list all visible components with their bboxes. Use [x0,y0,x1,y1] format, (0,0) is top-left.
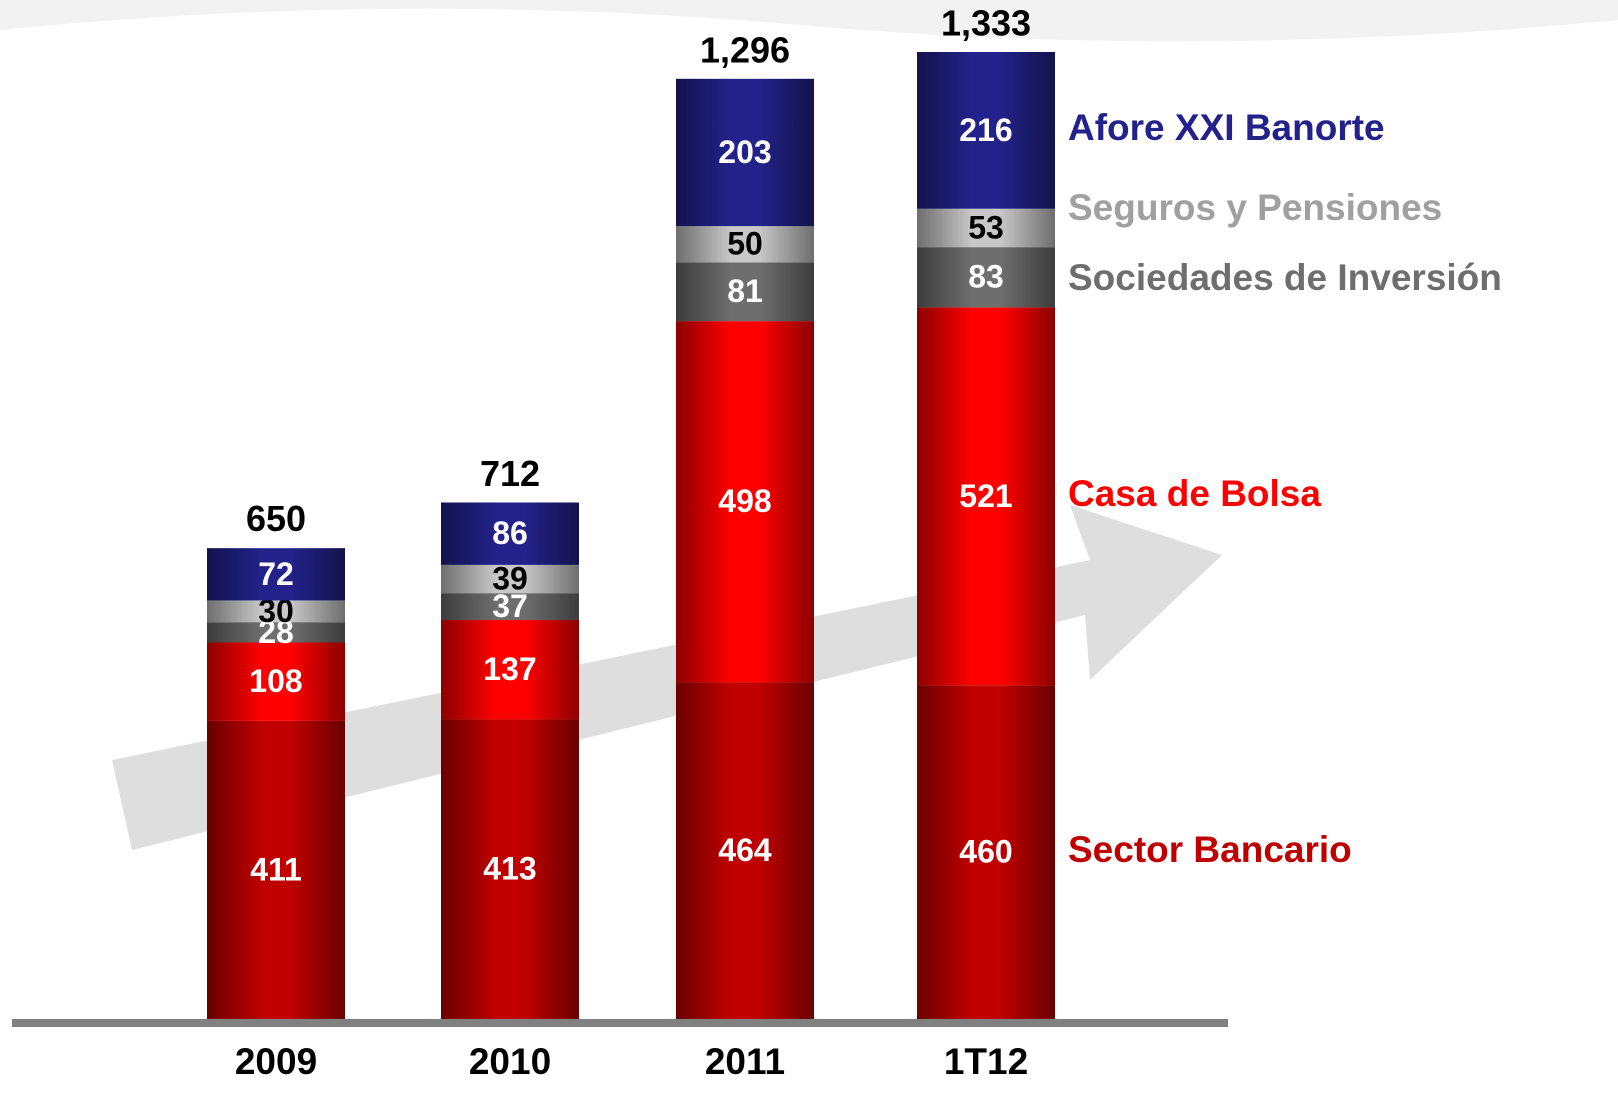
data-label: 411 [250,851,302,887]
bar-shade [207,642,345,721]
data-label: 137 [483,651,536,687]
data-label: 37 [492,588,528,624]
data-label: 464 [718,832,772,868]
bar-shade [917,685,1055,1019]
bar-shade [441,719,579,1019]
data-label: 216 [959,112,1012,148]
data-label: 203 [718,134,771,170]
bar-shade [676,321,814,683]
x-tick-label: 2011 [705,1041,785,1082]
x-tick-label: 2010 [469,1041,551,1082]
bar-shade [441,593,579,621]
total-label: 650 [246,498,306,539]
x-tick-label: 1T12 [944,1041,1028,1082]
x-tick-label: 2009 [235,1041,317,1082]
bar-shade [676,682,814,1019]
bar-shade [207,720,345,1019]
bar-shade [917,307,1055,686]
bar-shade [207,548,345,601]
data-label: 53 [968,209,1004,245]
data-label: 39 [492,560,528,596]
data-label: 86 [492,515,528,551]
legend-label: Afore XXI Banorte [1068,107,1385,148]
background-swoosh [0,0,1618,42]
bar-shade [917,208,1055,248]
bar-shade [441,502,579,565]
legend-label: Seguros y Pensiones [1068,187,1442,228]
bar-shade [441,620,579,720]
data-label: 50 [727,226,763,262]
data-label: 83 [968,259,1004,295]
total-label: 1,333 [941,3,1031,44]
legend-label: Casa de Bolsa [1068,473,1321,514]
bar-shade [676,78,814,227]
data-label: 521 [959,478,1012,514]
bar-shade [917,247,1055,308]
bar-shade [207,622,345,643]
bar-shade [676,262,814,322]
bar-shade [676,226,814,263]
data-label: 413 [483,851,536,887]
data-label: 460 [959,834,1012,870]
bar-shade [207,600,345,623]
total-label: 712 [480,453,540,494]
legend-label: Sociedades de Inversión [1068,257,1502,298]
legend-label: Sector Bancario [1068,829,1352,870]
bar-shade [917,52,1055,209]
total-label: 1,296 [700,29,790,70]
bar-shade [441,564,579,594]
data-label: 108 [249,663,302,699]
data-label: 81 [727,273,763,309]
data-label: 72 [258,556,294,592]
data-label: 498 [718,483,771,519]
